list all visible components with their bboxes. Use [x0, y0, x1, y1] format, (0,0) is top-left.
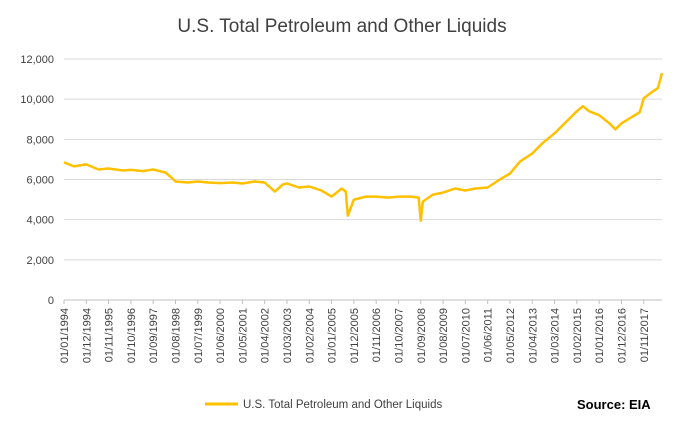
- x-tick-label: 01/07/1999: [193, 308, 205, 363]
- x-tick-label: 01/11/2017: [639, 308, 651, 362]
- series-line: [63, 72, 664, 222]
- x-tick-label: 01/11/2006: [371, 308, 383, 362]
- chart-title: U.S. Total Petroleum and Other Liquids: [177, 16, 506, 37]
- x-tick-label: 01/10/1996: [126, 308, 138, 363]
- y-tick-label: 6,000: [26, 175, 54, 187]
- x-tick-label: 01/07/2010: [460, 308, 472, 363]
- x-tick-label: 01/01/2005: [327, 308, 339, 363]
- x-tick-label: 01/04/2002: [260, 308, 272, 363]
- legend: U.S. Total Petroleum and Other Liquids: [205, 399, 442, 411]
- x-tick-label: 01/04/2013: [527, 308, 539, 363]
- grid-lines: [64, 58, 662, 261]
- y-tick-label: 8,000: [26, 134, 54, 146]
- x-tick-label: 01/01/2016: [594, 308, 606, 363]
- x-tick-label: 01/06/2011: [483, 308, 495, 362]
- x-tick-label: 01/11/1995: [104, 308, 116, 362]
- x-tick-label: 01/09/1997: [148, 308, 160, 363]
- y-tick-label: 2,000: [26, 255, 54, 267]
- series-layer: [63, 72, 664, 222]
- x-tick-label: 01/05/2001: [237, 308, 249, 363]
- x-tick-label: 01/10/2007: [393, 308, 405, 363]
- x-tick-label: 01/03/2003: [282, 308, 294, 363]
- y-tick-label: 0: [48, 295, 54, 307]
- x-tick-label: 01/01/1994: [59, 308, 71, 363]
- x-tick-label: 01/09/2008: [416, 308, 428, 363]
- x-tick-label: 01/05/2012: [505, 308, 517, 363]
- source-label: Source: EIA: [577, 397, 651, 412]
- legend-label: U.S. Total Petroleum and Other Liquids: [243, 399, 442, 411]
- y-tick-label: 4,000: [26, 215, 54, 227]
- x-tick-label: 01/02/2004: [304, 308, 316, 363]
- x-tick-label: 01/08/2009: [438, 308, 450, 363]
- y-tick-label: 12,000: [20, 54, 54, 66]
- x-tick-label: 01/12/2016: [616, 308, 628, 363]
- y-tick-label: 10,000: [20, 94, 54, 106]
- x-tick-label: 01/12/2005: [349, 308, 361, 363]
- x-tick-label: 01/12/1994: [81, 308, 93, 363]
- axes: 0 2,000 4,000 6,000 8,000 10,000 12,000 01/01/1…: [20, 54, 662, 363]
- x-tick-label: 01/06/2000: [215, 308, 227, 363]
- x-tick-label: 01/02/2015: [572, 308, 584, 363]
- x-tick-label: 01/03/2014: [550, 308, 562, 363]
- x-tick-label: 01/08/1998: [170, 308, 182, 363]
